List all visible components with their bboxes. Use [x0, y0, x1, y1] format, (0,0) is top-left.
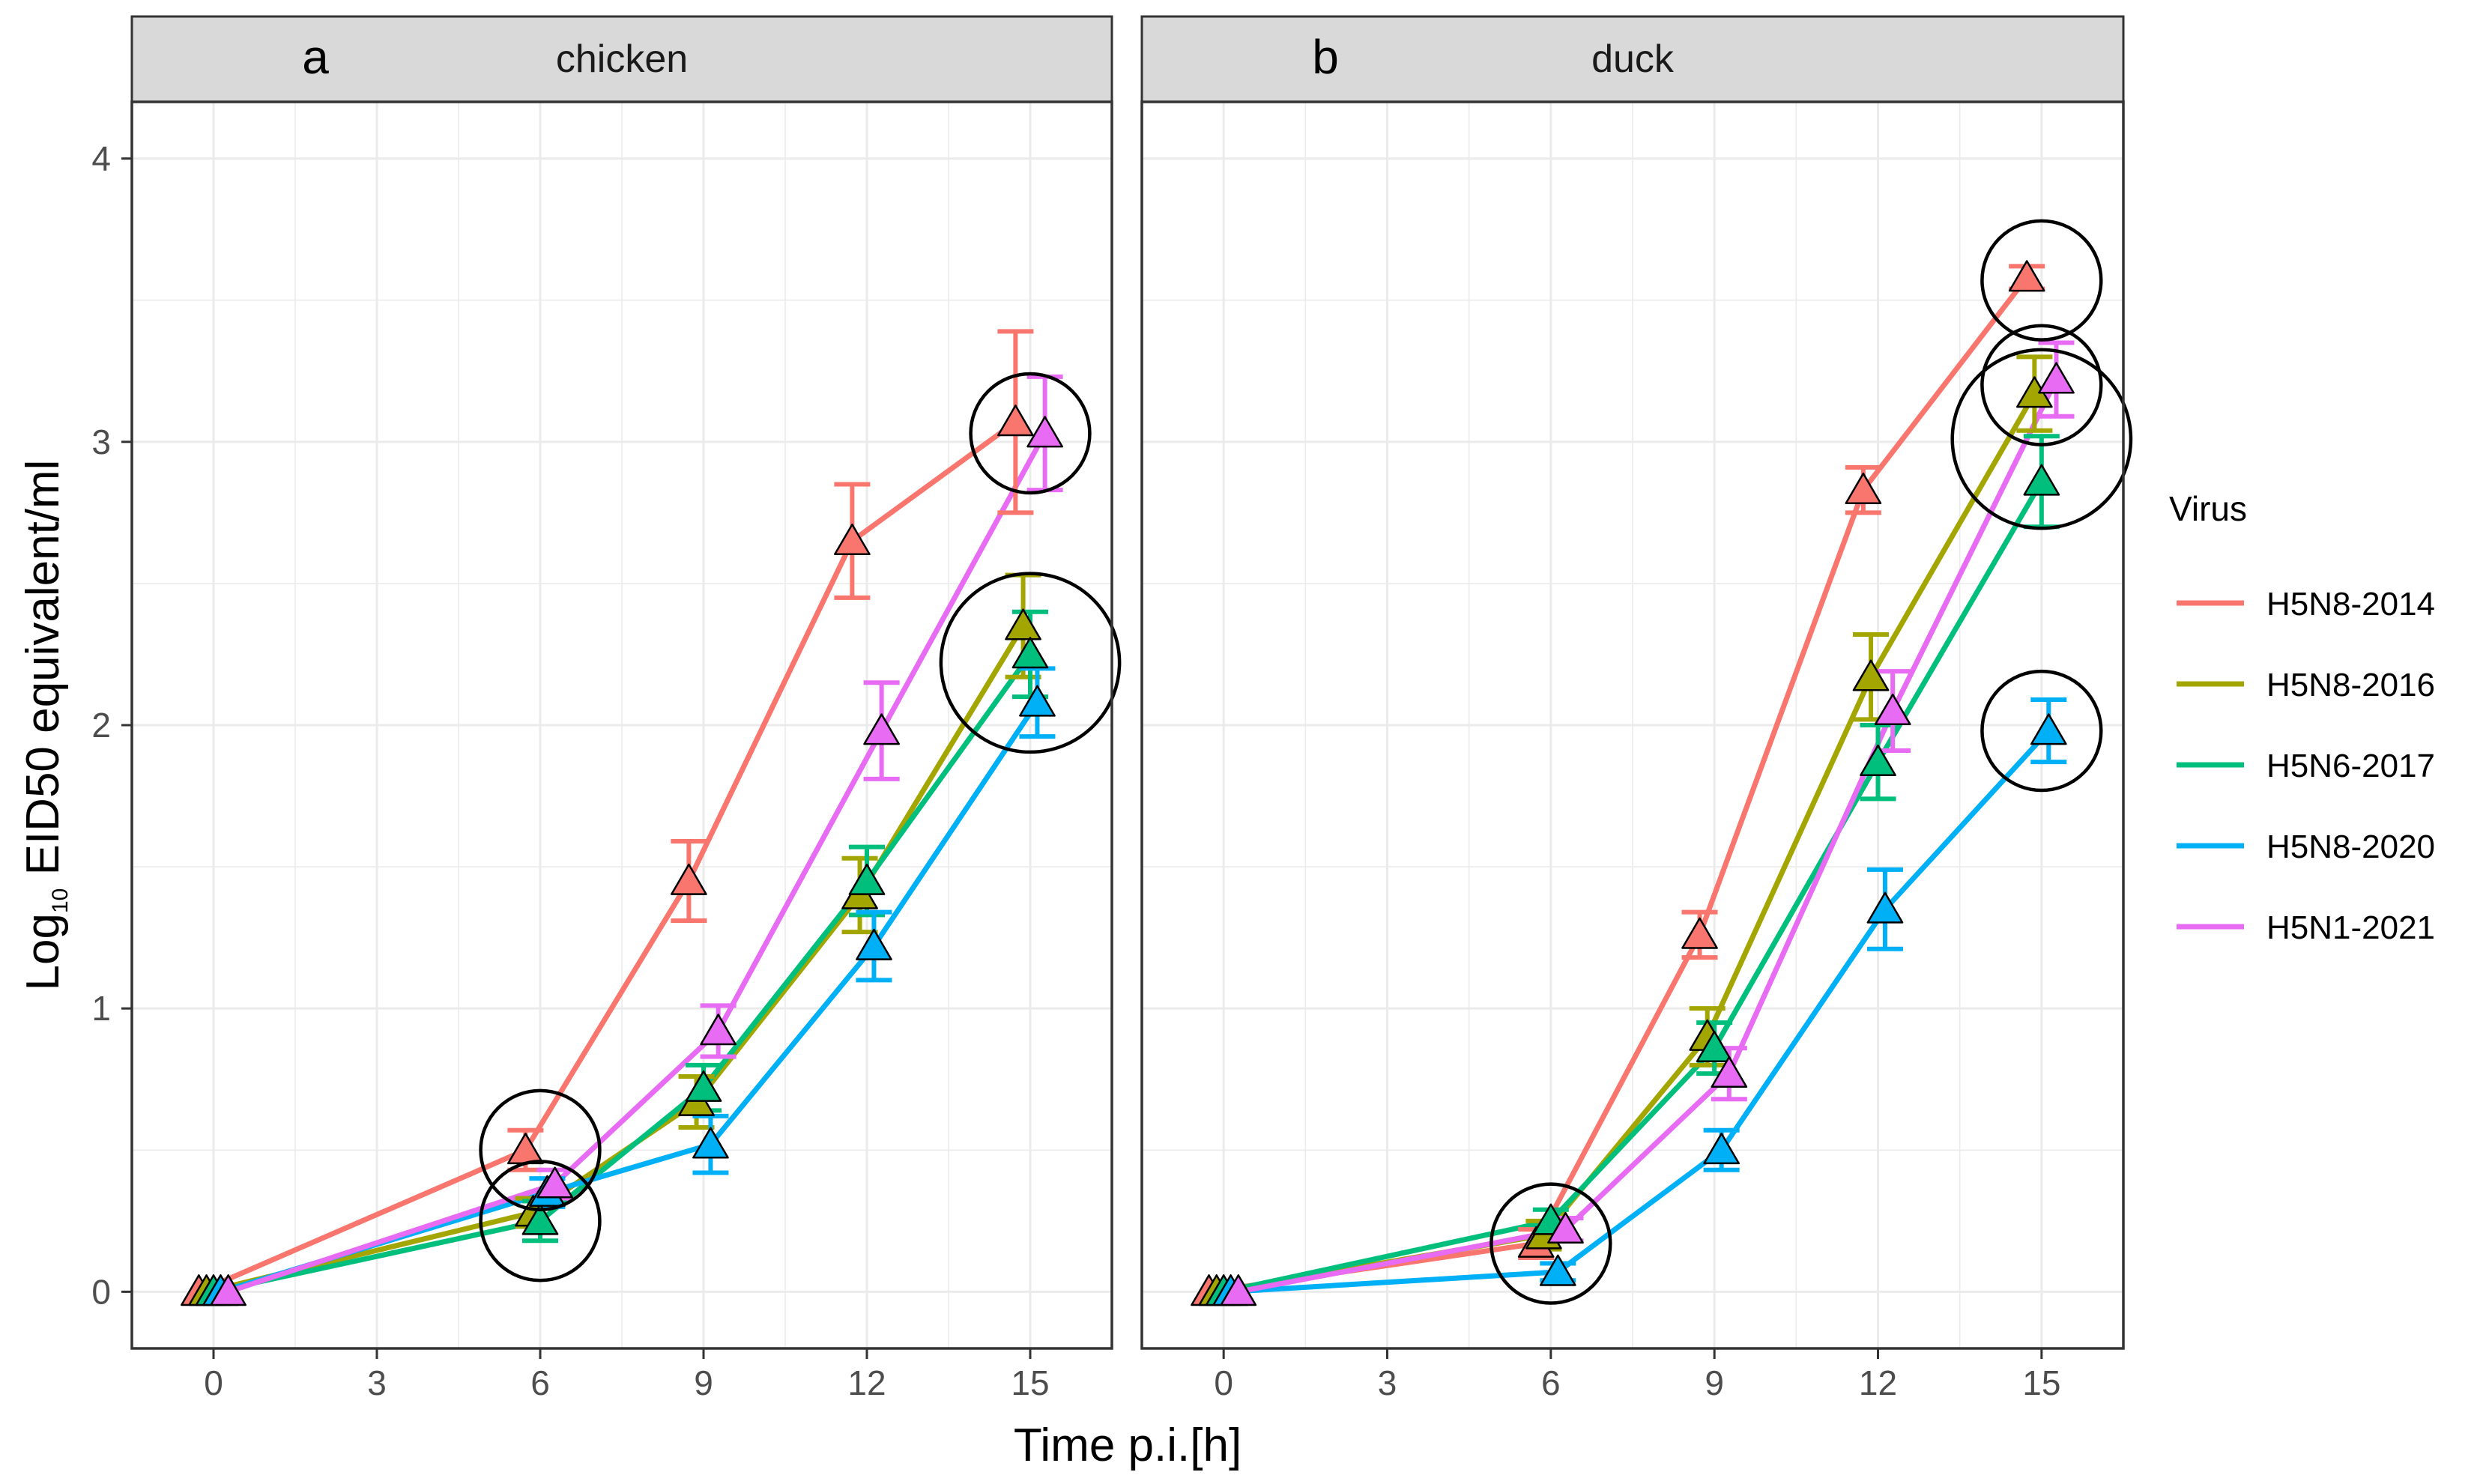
data-point — [2030, 713, 2067, 745]
panel-duck: b duck — [1140, 15, 2133, 1350]
data-point — [1845, 472, 1882, 504]
legend-entry-h5n1-2021: H5N1-2021 — [2177, 909, 2435, 946]
y-tick-label: 4 — [91, 139, 111, 178]
data-point — [1852, 659, 1890, 691]
data-point — [863, 713, 900, 745]
panel-letter: a — [302, 30, 329, 84]
highlight-circle — [479, 1088, 602, 1211]
data-point — [834, 523, 871, 556]
points-h5n1-2021 — [1220, 362, 2075, 1306]
data-point — [856, 928, 892, 960]
grid — [131, 102, 1113, 1348]
x-tick-label: 9 — [694, 1363, 713, 1402]
facet-strip-label: chicken — [556, 37, 688, 81]
points-h5n1-2021 — [210, 416, 1063, 1306]
x-tick-label: 12 — [847, 1363, 886, 1402]
data-point — [685, 1070, 722, 1102]
data-point — [997, 405, 1034, 437]
x-axis-title: Time p.i.[h] — [1014, 1420, 1242, 1471]
legend-title: Virus — [2169, 489, 2247, 528]
facet-strip-label: duck — [1591, 37, 1675, 81]
panel-letter: b — [1312, 30, 1339, 84]
x-axis-chicken: 0 3 6 9 12 15 — [204, 1348, 1050, 1402]
data-point — [1026, 416, 1063, 448]
data-point — [848, 863, 886, 895]
highlight-circle — [1980, 669, 2103, 793]
y-tick-label: 1 — [91, 989, 111, 1028]
data-point — [1011, 637, 1049, 669]
x-tick-label: 6 — [530, 1363, 550, 1402]
x-tick-label: 6 — [1541, 1363, 1561, 1402]
legend-label: H5N1-2021 — [2266, 909, 2435, 946]
highlight-circle — [1980, 324, 2103, 446]
data-point — [1539, 1254, 1576, 1286]
x-tick-label: 12 — [1859, 1363, 1897, 1402]
data-point — [1711, 1056, 1748, 1088]
highlight-circle — [1490, 1182, 1612, 1305]
data-point — [2038, 362, 2075, 394]
data-point — [2008, 260, 2045, 292]
legend-label: H5N6-2017 — [2266, 748, 2435, 784]
data-point — [1681, 917, 1718, 949]
facet-strip — [1140, 15, 2125, 103]
x-tick-label: 15 — [1011, 1363, 1049, 1402]
data-point — [1860, 744, 1896, 777]
facet-strip — [130, 15, 1113, 103]
data-point — [1547, 1211, 1584, 1244]
x-axis-duck: 0 3 6 9 12 15 — [1214, 1348, 2060, 1402]
data-point — [1019, 685, 1056, 717]
x-tick-label: 0 — [204, 1363, 223, 1402]
data-point — [210, 1274, 247, 1306]
y-tick-label: 3 — [91, 423, 111, 461]
x-tick-label: 15 — [2022, 1363, 2060, 1402]
data-point — [1866, 891, 1904, 924]
legend-label: H5N8-2014 — [2266, 586, 2435, 623]
legend-entry-h5n8-2020: H5N8-2020 — [2177, 829, 2435, 865]
highlight-circle — [479, 1160, 602, 1282]
data-point — [1703, 1133, 1740, 1165]
highlight-circle — [1950, 348, 2133, 530]
data-point — [692, 1127, 729, 1159]
x-tick-label: 3 — [1378, 1363, 1397, 1402]
data-point — [2023, 464, 2060, 496]
data-point — [1874, 693, 1911, 725]
highlight-circle — [969, 372, 1092, 495]
highlight-circle — [1980, 219, 2103, 342]
legend-label: H5N8-2020 — [2266, 829, 2435, 865]
legend-label: H5N8-2016 — [2266, 667, 2435, 703]
legend-entry-h5n8-2016: H5N8-2016 — [2177, 667, 2435, 703]
data-point — [1005, 608, 1041, 640]
data-point — [1696, 1030, 1733, 1062]
y-axis-title: Log10 EID50 equivalent/ml — [17, 460, 73, 991]
legend: Virus H5N8-2014 H5N8-2016 H5N6-2017 H5N8-202… — [2169, 489, 2435, 946]
legend-entry-h5n6-2017: H5N6-2017 — [2177, 748, 2435, 784]
x-tick-label: 3 — [367, 1363, 387, 1402]
panel-chicken: a chicken — [130, 15, 1122, 1350]
legend-entry-h5n8-2014: H5N8-2014 — [2177, 586, 2435, 623]
panel-border — [1140, 100, 2125, 1350]
x-tick-label: 9 — [1705, 1363, 1724, 1402]
y-tick-label: 2 — [91, 706, 111, 745]
y-axis: 0 1 2 3 4 — [91, 139, 132, 1311]
data-point — [521, 1203, 559, 1235]
data-point — [1220, 1274, 1257, 1306]
data-point — [536, 1166, 573, 1199]
data-point — [700, 1014, 737, 1046]
x-tick-label: 0 — [1214, 1363, 1233, 1402]
data-point — [671, 863, 707, 895]
y-tick-label: 0 — [91, 1272, 111, 1311]
highlight-circle — [939, 572, 1122, 754]
